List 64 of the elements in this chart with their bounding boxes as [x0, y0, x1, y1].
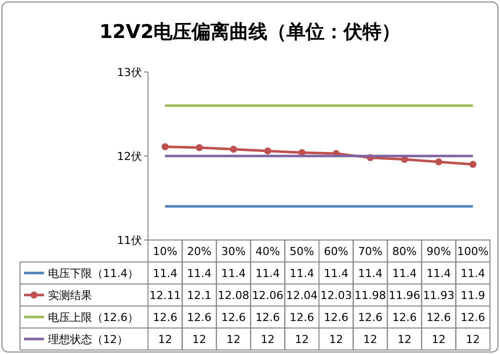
data-label: 12.04	[286, 289, 318, 302]
data-label: 12	[192, 333, 206, 346]
x-tick-label: 70%	[358, 245, 383, 258]
data-label: 11.96	[388, 289, 420, 302]
legend-label: 电压上限（12.6）	[48, 311, 138, 324]
data-label: 12.6	[460, 311, 486, 324]
x-tick-label: 10%	[152, 245, 178, 258]
data-label: 11.9	[460, 289, 486, 302]
point	[196, 144, 203, 152]
data-label: 12.6	[324, 311, 348, 324]
data-label: 11.4	[255, 267, 280, 280]
data-label: 12.1	[187, 289, 212, 302]
data-label: 12	[398, 333, 412, 346]
y-tick-label: 12伏	[117, 150, 142, 163]
x-tick-label: 80%	[392, 245, 417, 258]
legend-label: 实测结果	[48, 289, 92, 302]
data-label: 11.4	[290, 267, 314, 280]
point	[230, 146, 237, 153]
x-tick-label: 60%	[324, 245, 348, 258]
legend-label: 电压下限（11.4）	[48, 267, 138, 280]
point	[264, 147, 272, 154]
point	[435, 158, 442, 166]
point	[162, 143, 169, 150]
data-label: 11.4	[324, 267, 348, 280]
data-label: 11.4	[460, 267, 486, 280]
data-label: 12	[329, 333, 344, 346]
chart-title: 12V2电压偏离曲线（单位：伏特）	[99, 21, 401, 43]
data-label: 12.06	[252, 289, 284, 302]
data-label: 11.93	[422, 289, 454, 302]
data-label: 12.03	[320, 289, 352, 302]
x-tick-label: 90%	[426, 245, 451, 258]
x-tick-label: 50%	[290, 245, 314, 258]
data-label: 12.6	[255, 311, 280, 324]
data-label: 12.6	[426, 311, 451, 324]
data-label: 12.6	[392, 311, 417, 324]
y-tick-label: 11伏	[117, 234, 142, 247]
data-label: 12	[294, 333, 309, 346]
data-label: 11.4	[358, 267, 383, 280]
data-label: 12	[158, 333, 172, 346]
point	[469, 160, 476, 168]
data-label: 12	[226, 333, 240, 346]
x-tick-label: 40%	[255, 245, 280, 258]
data-label: 11.4	[392, 267, 417, 280]
data-label: 12.6	[221, 311, 246, 324]
data-label: 11.4	[152, 267, 178, 280]
x-tick-label: 20%	[187, 245, 212, 258]
data-label: 12	[432, 333, 446, 346]
x-tick-label: 30%	[221, 245, 246, 258]
legend-label: 理想状态（12）	[48, 333, 128, 346]
data-label: 12.6	[152, 311, 178, 324]
data-label: 12	[260, 333, 275, 346]
data-label: 11.4	[426, 267, 451, 280]
data-label: 12	[363, 333, 378, 346]
data-label: 12.6	[358, 311, 383, 324]
data-label: 12.08	[218, 289, 250, 302]
data-label: 12.6	[187, 311, 212, 324]
y-tick-label: 13伏	[117, 66, 142, 79]
data-label: 12.11	[149, 289, 181, 302]
data-label: 12.6	[290, 311, 314, 324]
data-label: 11.4	[221, 267, 246, 280]
data-label: 11.98	[354, 289, 386, 302]
data-label: 11.4	[187, 267, 212, 280]
x-tick-label: 100%	[457, 245, 489, 258]
data-label: 12	[466, 333, 480, 346]
